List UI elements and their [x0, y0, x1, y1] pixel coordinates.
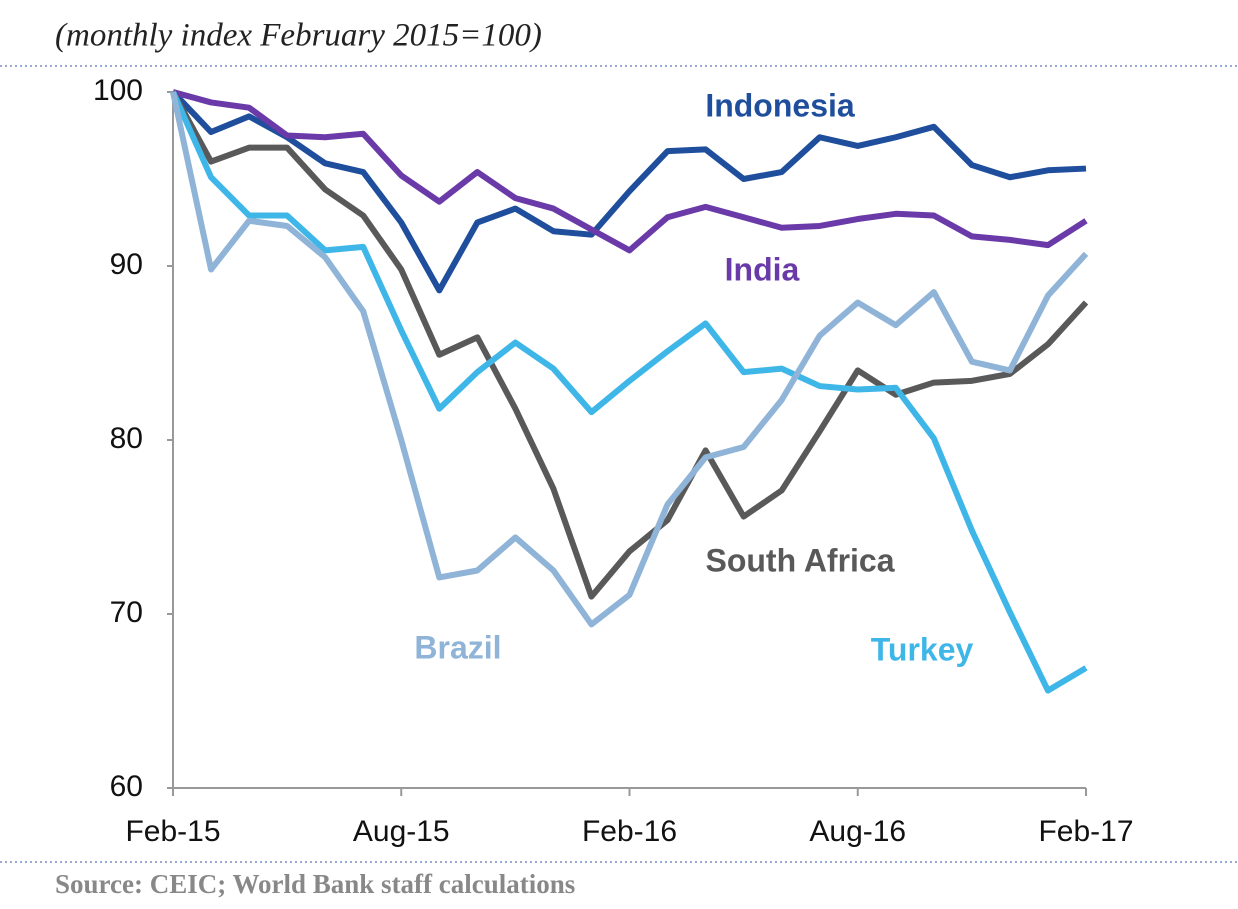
- x-tick-label: Feb-16: [582, 815, 677, 848]
- series-label: South Africa: [705, 542, 894, 578]
- y-tick-label: 70: [110, 596, 143, 629]
- series-label: Indonesia: [705, 87, 855, 123]
- x-tick-label: Feb-15: [125, 815, 220, 848]
- series-line: [170, 90, 1089, 600]
- chart-title: (monthly index February 2015=100): [55, 18, 542, 54]
- y-tick-label: 80: [110, 422, 143, 455]
- series-label: Turkey: [871, 631, 974, 667]
- x-tick-label: Aug-16: [809, 815, 906, 848]
- series-line: [170, 89, 1087, 294]
- y-tick-label: 90: [110, 248, 143, 281]
- y-tick-label: 100: [93, 74, 143, 107]
- x-tick-label: Feb-17: [1038, 815, 1133, 848]
- source-note: Source: CEIC; World Bank staff calculati…: [55, 869, 575, 899]
- y-tick-label: 60: [110, 770, 143, 803]
- series-label: India: [725, 251, 800, 287]
- x-tick-label: Aug-15: [353, 815, 450, 848]
- series-line: [170, 90, 1088, 694]
- series-label: Brazil: [414, 629, 501, 665]
- series-line: [170, 91, 1089, 628]
- series-line: [172, 89, 1088, 254]
